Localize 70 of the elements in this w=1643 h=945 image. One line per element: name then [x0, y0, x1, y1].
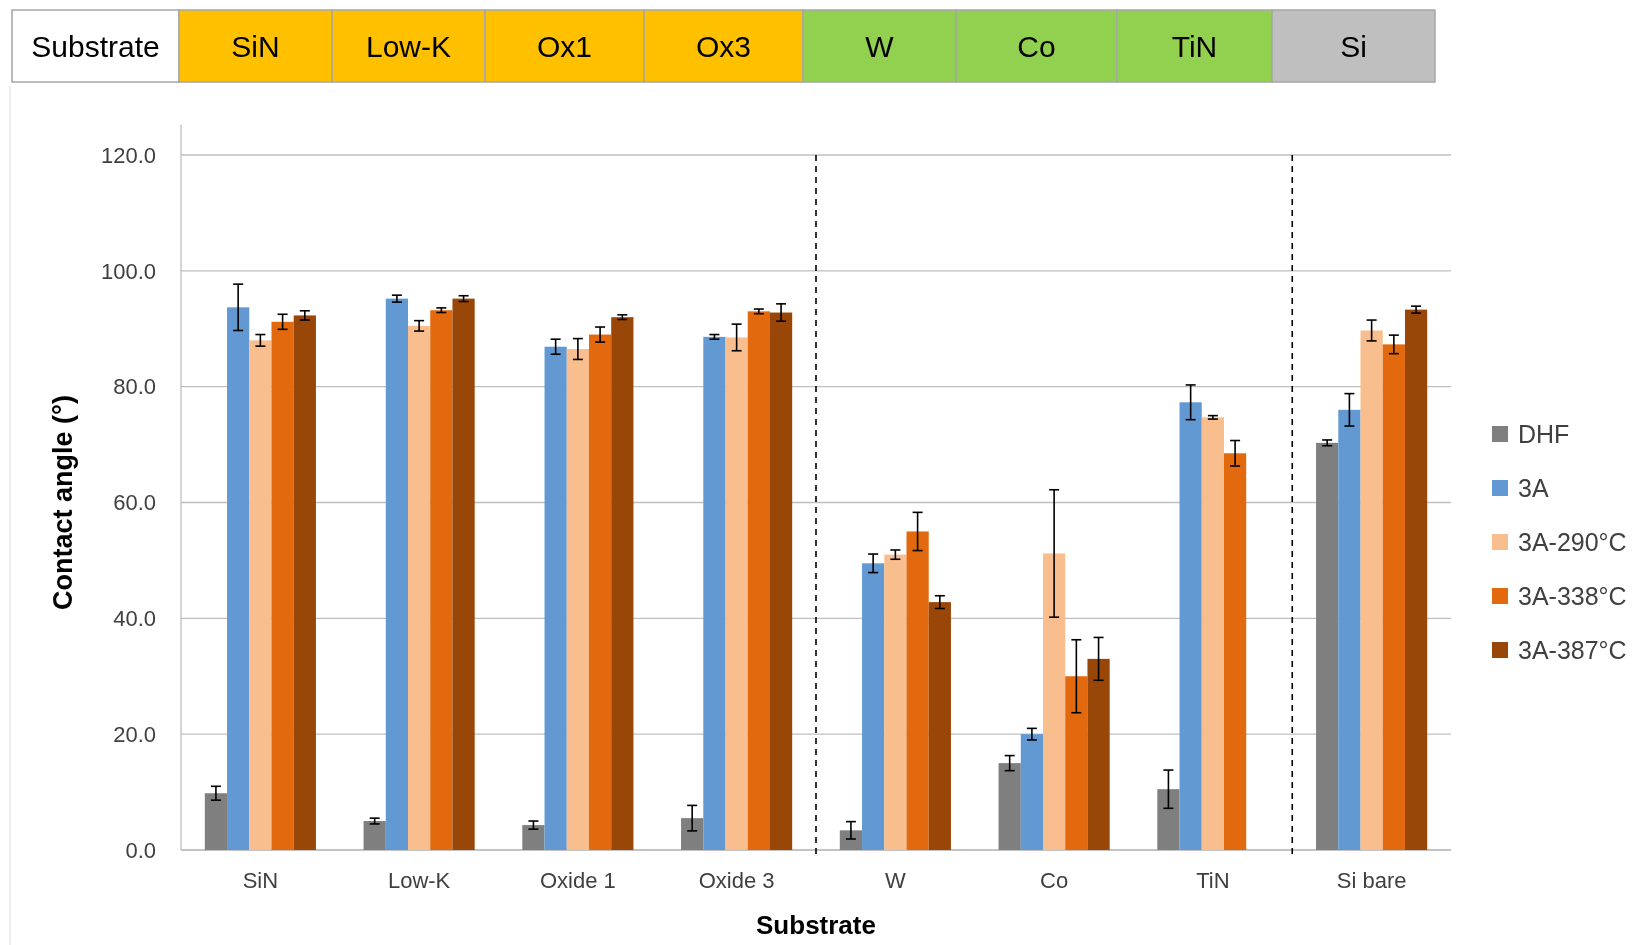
x-tick-label: Si bare [1336, 868, 1407, 893]
text: Ox1 [536, 29, 593, 63]
bar [998, 763, 1021, 850]
bar [1157, 789, 1180, 850]
legend-label: 3A-387°C [1518, 635, 1627, 664]
text: Substrate [31, 29, 160, 63]
bar [862, 563, 885, 850]
bar [452, 298, 475, 850]
x-tick-label: Oxide 3 [698, 868, 775, 893]
bar [430, 310, 453, 850]
bar [1360, 330, 1383, 850]
y-tick-label: 20.0 [113, 721, 156, 747]
x-tick-label: SiN [242, 868, 279, 893]
x-axis-title: Substrate [756, 910, 876, 940]
text: SiN [231, 29, 280, 63]
x-tick-label: TiN [1196, 868, 1230, 893]
x-tick-label: Oxide 1 [539, 868, 616, 893]
text: Si [1340, 29, 1367, 63]
y-tick-label: 100.0 [100, 258, 156, 284]
bar [884, 554, 907, 850]
bar [1338, 409, 1361, 850]
bar [906, 531, 929, 850]
bar [1065, 676, 1088, 850]
y-tick-label: 40.0 [113, 606, 156, 632]
bar [1316, 442, 1339, 850]
bar [271, 321, 294, 850]
x-tick-label: W [884, 868, 906, 893]
text: Co [1017, 29, 1056, 63]
bar [1223, 453, 1247, 850]
bar [566, 349, 589, 850]
bar [544, 346, 567, 850]
bar [1179, 402, 1202, 850]
bar [293, 315, 316, 850]
bar [611, 317, 634, 850]
legend-label: DHF [1518, 419, 1570, 448]
y-tick-label: 0.0 [125, 837, 156, 863]
legend-label: 3A-290°C [1518, 527, 1627, 556]
bar [725, 337, 748, 850]
y-tick-label: 120.0 [100, 142, 156, 168]
bar [1382, 344, 1405, 850]
bar [747, 311, 770, 850]
bar [522, 825, 545, 850]
bar [385, 298, 409, 850]
bar [204, 793, 228, 850]
x-tick-label: Low-K [387, 868, 451, 893]
bar [703, 336, 726, 850]
legend-label: 3A-338°C [1518, 581, 1627, 610]
x-tick-label: Co [1040, 868, 1069, 893]
bar [227, 307, 250, 850]
bar [408, 325, 431, 850]
bar [1020, 734, 1044, 850]
y-tick-label: 60.0 [113, 490, 156, 516]
bar [588, 334, 612, 850]
bar [839, 830, 863, 850]
bar [1404, 309, 1428, 850]
bar [681, 818, 704, 850]
y-axis-title: Contact angle (°) [48, 395, 78, 610]
bar [769, 312, 793, 850]
bar [928, 602, 951, 850]
text: W [865, 29, 895, 63]
bar [249, 340, 272, 850]
legend-label: 3A [1518, 473, 1549, 502]
bar [1201, 417, 1224, 850]
bar [363, 821, 386, 850]
text: Low-K [365, 29, 452, 63]
text: Ox3 [695, 29, 752, 63]
bar [1087, 658, 1110, 850]
bar [1043, 553, 1066, 850]
y-tick-label: 80.0 [113, 374, 156, 400]
text: TiN [1171, 29, 1218, 63]
